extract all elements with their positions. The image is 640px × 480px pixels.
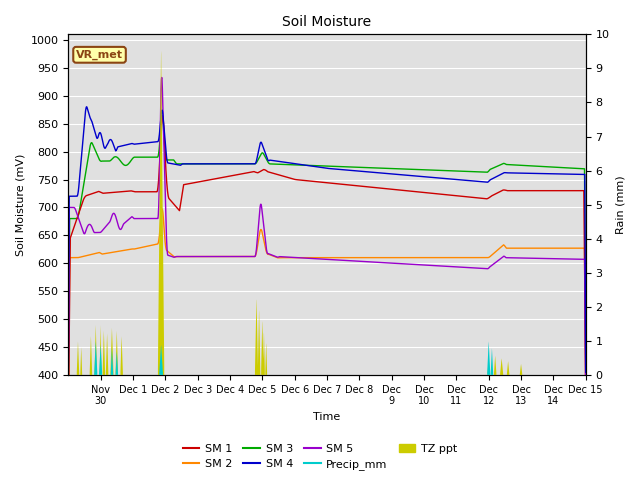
SM 4 — [447, 176, 454, 182]
SM 2 — [462, 255, 470, 261]
SM 3 — [410, 167, 417, 172]
SM 4 — [399, 172, 407, 178]
Line: SM 3: SM 3 — [68, 116, 586, 408]
Legend: SM 1, SM 2, SM 3, SM 4, SM 5, Precip_mm, TZ ppt: SM 1, SM 2, SM 3, SM 4, SM 5, Precip_mm,… — [179, 439, 461, 474]
SM 4 — [470, 178, 477, 184]
SM 1 — [462, 194, 470, 200]
SM 3 — [447, 168, 454, 174]
SM 1 — [410, 189, 417, 194]
Line: SM 1: SM 1 — [68, 116, 586, 420]
SM 5 — [582, 415, 589, 420]
SM 2 — [399, 255, 407, 261]
Line: SM 4: SM 4 — [68, 107, 586, 384]
SM 1 — [399, 188, 407, 193]
SM 4 — [65, 381, 72, 387]
SM 2 — [65, 425, 72, 431]
SM 5 — [470, 265, 477, 271]
SM 2 — [158, 206, 166, 212]
SM 5 — [158, 74, 166, 80]
SM 1 — [65, 417, 72, 422]
Title: Soil Moisture: Soil Moisture — [282, 15, 372, 29]
SM 3 — [158, 113, 166, 119]
X-axis label: Time: Time — [314, 412, 340, 422]
Y-axis label: Soil Moisture (mV): Soil Moisture (mV) — [15, 154, 25, 256]
Line: SM 5: SM 5 — [68, 77, 586, 418]
SM 2 — [582, 403, 589, 408]
SM 1 — [582, 378, 589, 384]
SM 5 — [447, 264, 454, 269]
SM 4 — [410, 173, 417, 179]
SM 2 — [470, 255, 477, 261]
SM 4 — [462, 178, 470, 183]
SM 4 — [83, 104, 90, 109]
SM 5 — [65, 387, 72, 393]
Text: VR_met: VR_met — [76, 49, 123, 60]
Y-axis label: Rain (mm): Rain (mm) — [615, 175, 625, 234]
SM 5 — [410, 262, 417, 267]
SM 1 — [154, 188, 161, 194]
SM 3 — [462, 168, 470, 174]
SM 5 — [462, 264, 470, 270]
SM 3 — [582, 359, 589, 365]
SM 1 — [447, 192, 454, 198]
SM 1 — [470, 194, 477, 200]
SM 2 — [447, 255, 454, 261]
SM 2 — [410, 255, 417, 261]
SM 3 — [470, 169, 477, 175]
SM 4 — [582, 369, 589, 375]
SM 3 — [399, 166, 407, 172]
SM 4 — [154, 139, 161, 144]
SM 3 — [65, 406, 72, 411]
SM 3 — [154, 154, 161, 160]
Line: SM 2: SM 2 — [68, 209, 586, 428]
SM 2 — [154, 241, 161, 247]
SM 1 — [159, 113, 166, 119]
SM 5 — [399, 261, 407, 267]
SM 5 — [154, 216, 161, 221]
